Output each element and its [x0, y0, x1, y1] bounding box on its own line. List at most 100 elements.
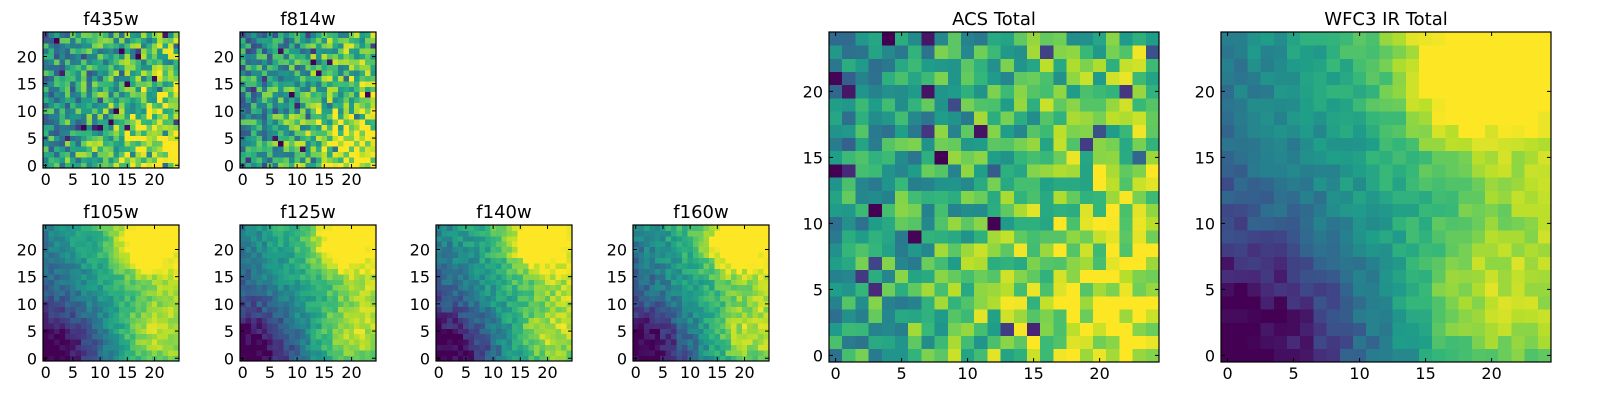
heatmap-cell [140, 339, 147, 346]
heatmap-cell [974, 309, 988, 323]
heatmap-cell [140, 268, 147, 275]
heatmap-cell [1079, 203, 1094, 218]
heatmap-cell [86, 235, 93, 242]
heatmap-cell [130, 350, 136, 356]
heatmap-cell [1313, 296, 1327, 310]
heatmap-cell [533, 301, 540, 307]
heatmap-cell [354, 64, 361, 71]
heatmap-cell [1287, 230, 1301, 244]
heatmap-cell [151, 230, 158, 237]
heatmap-cell [457, 235, 464, 242]
heatmap-cell [1537, 230, 1552, 244]
heatmap-cell [676, 273, 683, 280]
heatmap-cell [842, 32, 856, 46]
heatmap-cell [474, 322, 480, 329]
heatmap-cell [1119, 269, 1133, 284]
heatmap-cell [714, 333, 721, 340]
heatmap-cell [119, 241, 125, 248]
heatmap-cell [70, 284, 77, 291]
heatmap-cell [1498, 322, 1512, 336]
heatmap-cell [168, 252, 174, 259]
heatmap-cell [245, 350, 252, 356]
heatmap-cell [130, 91, 136, 98]
heatmap-cell [671, 263, 677, 269]
heatmap-cell [173, 333, 180, 340]
heatmap-cell [64, 64, 71, 71]
heatmap-cell [305, 157, 312, 163]
heatmap-cell [741, 295, 748, 302]
axes-frame [435, 224, 573, 362]
heatmap-cell [86, 273, 93, 280]
heatmap-cell [299, 86, 306, 93]
heatmap-cell [484, 268, 491, 275]
heatmap-cell [70, 124, 77, 131]
heatmap-cell [86, 70, 93, 76]
heatmap-cell [550, 339, 557, 346]
heatmap-cell [468, 295, 475, 302]
heatmap-cell [1027, 32, 1041, 46]
heatmap-cell [130, 279, 136, 286]
heatmap-cell [763, 284, 770, 291]
heatmap-cell [151, 146, 158, 153]
heatmap-cell [1353, 335, 1367, 350]
heatmap-cell [709, 252, 715, 259]
heatmap-cell [81, 97, 87, 104]
heatmap-cell [506, 268, 513, 275]
heatmap-cell [730, 241, 737, 248]
heatmap-cell [1119, 45, 1133, 59]
heatmap-cell [490, 235, 497, 242]
heatmap-cell [91, 129, 98, 136]
heatmap-cell [359, 284, 366, 291]
heatmap-cell [299, 124, 306, 131]
heatmap-cell [1040, 309, 1054, 323]
heatmap-cell [86, 146, 93, 153]
heatmap-cell [354, 290, 361, 297]
heatmap-cell [974, 137, 988, 152]
heatmap-cell [1106, 150, 1120, 165]
heatmap-cell [665, 230, 672, 237]
heatmap-cell [272, 301, 279, 307]
heatmap-cell [638, 268, 645, 275]
heatmap-cell [70, 86, 77, 93]
heatmap-cell [316, 48, 322, 55]
heatmap-cell [91, 301, 98, 307]
heatmap-cell [102, 225, 109, 231]
heatmap-cell [108, 108, 115, 114]
heatmap-cell [974, 124, 988, 138]
heatmap-cell [709, 295, 715, 302]
heatmap-cell [921, 243, 935, 257]
heatmap-cell [370, 70, 377, 76]
heatmap-cell [102, 322, 109, 329]
y-tick-label: 5 [420, 322, 430, 341]
heatmap-cell [305, 246, 312, 253]
heatmap-cell [561, 301, 567, 307]
heatmap-cell [523, 279, 529, 286]
heatmap-cell [108, 113, 115, 120]
heatmap-cell [316, 162, 322, 169]
heatmap-cells [1221, 32, 1552, 363]
heatmap-cell [370, 333, 377, 340]
heatmap-cell [681, 339, 688, 346]
heatmap-cell [288, 355, 295, 362]
heatmap-cell [829, 335, 843, 350]
heatmap-cell [283, 113, 290, 120]
heatmap-cell [359, 129, 366, 136]
heatmap-cell [140, 333, 147, 340]
heatmap-cell [436, 263, 442, 269]
heatmap-cell [64, 86, 71, 93]
heatmap-cell [533, 284, 540, 291]
heatmap-cell [310, 273, 317, 280]
heatmap-cell [288, 64, 295, 71]
heatmap-cell [741, 230, 748, 237]
heatmap-cell [1287, 177, 1301, 191]
heatmap-cell [495, 246, 502, 253]
heatmap-cell [895, 32, 909, 46]
heatmap-cell [566, 268, 573, 275]
heatmap-cell [354, 355, 361, 362]
heatmap-cell [124, 80, 131, 87]
heatmap-cell [245, 32, 252, 38]
heatmap-cell [245, 241, 252, 248]
heatmap-cell [130, 246, 136, 253]
heatmap-cell [741, 306, 748, 313]
heatmap-cell [1145, 256, 1160, 270]
